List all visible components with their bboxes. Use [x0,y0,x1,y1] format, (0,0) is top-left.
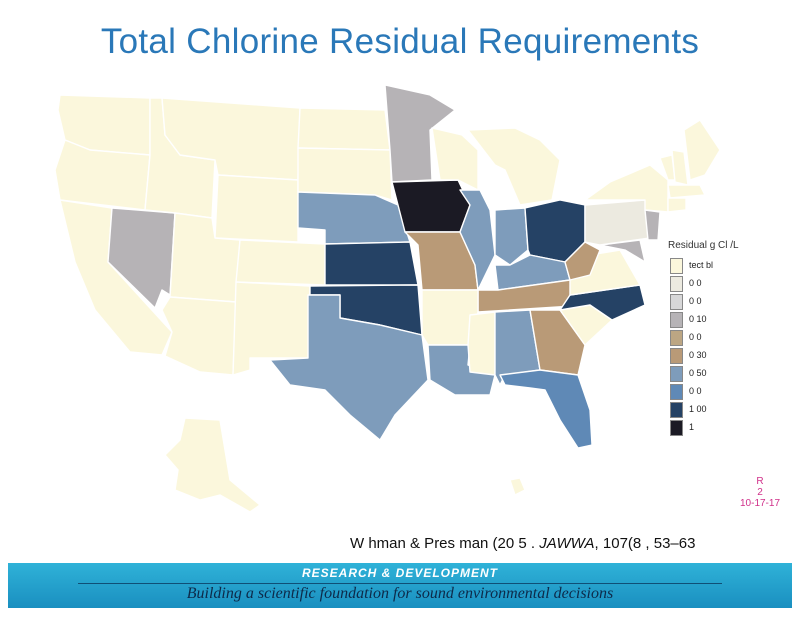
state-maine [683,119,721,181]
legend-label: 1 00 [689,404,707,414]
legend-swatch [670,276,683,292]
state-new-hampshire [671,149,689,186]
state-connecticut [667,197,687,213]
banner-heading: RESEARCH & DEVELOPMENT [301,566,499,580]
legend-label: 0 0 [689,332,702,342]
state-new-york [584,164,669,213]
state-massachusetts [667,184,706,199]
state-arizona [161,296,237,376]
legend-label: 0 50 [689,368,707,378]
state-south-dakota [297,147,393,201]
state-nebraska [297,191,411,245]
state-kansas [324,241,419,286]
state-colorado [235,239,326,286]
legend-swatch [670,366,683,382]
state-indiana [494,207,529,266]
legend-label: 0 0 [689,278,702,288]
note-line: 10-17-17 [739,498,781,509]
legend-label: 0 0 [689,386,702,396]
banner-divider [78,583,722,584]
legend-label: 1 [689,422,695,432]
legend-title: Residual g Cl /L [668,240,739,251]
legend-label: tect bl [689,260,714,270]
legend-swatch [670,294,683,310]
state-hawaii [509,477,526,496]
slide-title: Total Chlorine Residual Requirements [100,22,700,61]
state-wyoming [214,174,299,243]
legend-label: 0 0 [689,296,702,306]
legend-swatch [670,384,683,400]
citation-ref: , 107(8 , 53–63 [594,535,696,552]
legend-swatch [670,312,683,328]
banner-tagline: Building a scientific foundation for sou… [186,585,614,602]
legend-label: 0 30 [689,350,707,360]
state-mississippi [467,311,496,376]
note-line: R [756,476,764,487]
state-north-dakota [297,107,391,151]
legend-swatch [670,402,683,418]
citation-authors: W hman & Pres man (20 5 . [350,535,540,552]
state-michigan [467,127,561,206]
state-pennsylvania [584,199,651,246]
citation: W hman & Pres man (20 5 . JAWWA, 107(8 ,… [350,535,695,552]
note-line: 2 [757,487,763,498]
handwritten-note: R 2 10-17-17 [730,476,790,509]
state-alaska [164,417,261,513]
state-new-jersey [644,209,661,241]
state-minnesota [384,84,456,183]
legend-swatch [670,330,683,346]
legend-swatch [670,258,683,274]
legend-label: 0 10 [689,314,707,324]
footer-banner: RESEARCH & DEVELOPMENT Building a scient… [8,563,792,608]
citation-journal: JAWWA [539,535,595,552]
state-west-virginia [564,241,601,281]
legend-swatch [670,420,683,436]
state-texas [269,294,429,441]
legend-swatch [670,348,683,364]
state-iowa [391,179,471,233]
state-florida [499,369,593,449]
